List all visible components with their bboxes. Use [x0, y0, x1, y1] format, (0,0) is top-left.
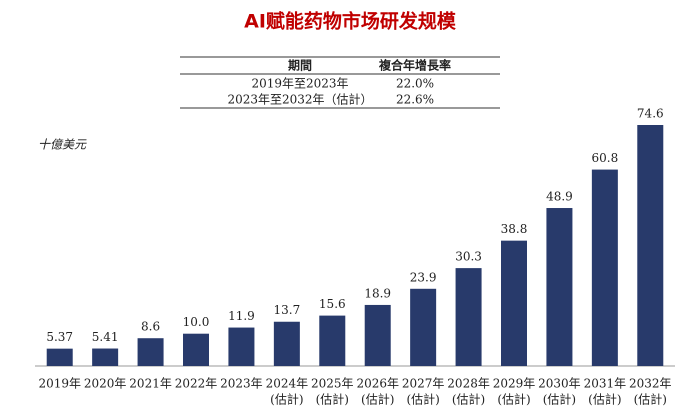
- data-label: 10.0: [183, 315, 210, 329]
- bar: [183, 333, 209, 366]
- x-tick-label: 2026年: [356, 377, 399, 391]
- bar: [501, 240, 527, 366]
- table-cell: 2023年至2032年（估計）: [227, 92, 372, 107]
- table-header: 複合年增長率: [378, 58, 451, 73]
- data-label: 38.8: [501, 222, 528, 236]
- table-header: 期間: [288, 58, 312, 73]
- x-tick-label: 2028年: [447, 377, 490, 391]
- bar: [637, 125, 664, 366]
- x-tick-label: 2020年: [84, 377, 127, 391]
- x-tick-label: 2031年: [584, 377, 627, 391]
- x-tick-label: 2027年: [402, 377, 445, 391]
- table-cell: 22.0%: [396, 77, 434, 91]
- data-label: 5.37: [46, 330, 73, 344]
- bar: [319, 315, 346, 366]
- data-label: 74.6: [637, 107, 664, 121]
- data-label: 13.7: [273, 303, 300, 317]
- x-tick-label: 2025年: [311, 377, 354, 391]
- data-label: 30.3: [455, 250, 482, 264]
- x-tick-label: 2029年: [493, 377, 536, 391]
- bar: [546, 208, 573, 366]
- unit-label: 十億美元: [38, 138, 87, 152]
- bar: [591, 169, 618, 366]
- x-tick-label: (估計): [497, 392, 530, 407]
- data-label: 23.9: [410, 270, 437, 284]
- x-tick-label: 2021年: [129, 377, 172, 391]
- x-tick-label: (估計): [316, 392, 349, 407]
- data-label: 11.9: [228, 309, 255, 323]
- data-label: 15.6: [319, 297, 346, 311]
- data-label: 8.6: [141, 320, 160, 334]
- x-tick-label: (估計): [452, 392, 485, 407]
- table-cell: 2019年至2023年: [251, 77, 348, 91]
- x-tick-label: (估計): [270, 392, 303, 407]
- data-label: 5.41: [92, 330, 119, 344]
- bar: [273, 321, 300, 366]
- bar: [46, 348, 73, 366]
- data-label: 60.8: [591, 151, 618, 165]
- data-label: 48.9: [546, 190, 573, 204]
- x-tick-label: (估計): [406, 392, 439, 407]
- x-tick-label: 2022年: [175, 377, 218, 391]
- x-tick-label: 2030年: [538, 377, 581, 391]
- data-label: 18.9: [364, 286, 391, 300]
- bar: [228, 327, 255, 366]
- x-tick-label: (估計): [543, 392, 576, 407]
- x-tick-label: 2024年: [266, 377, 309, 391]
- x-tick-label: 2032年: [629, 377, 672, 391]
- bar: [364, 304, 391, 366]
- bar: [455, 268, 482, 366]
- x-tick-label: (估計): [634, 392, 667, 407]
- bar: [92, 348, 119, 366]
- bar: [137, 338, 164, 366]
- bar: [410, 288, 437, 366]
- x-tick-label: (估計): [588, 392, 621, 407]
- x-tick-label: 2019年: [38, 377, 81, 391]
- chart-title: AI赋能药物市场研发规模: [244, 10, 457, 33]
- x-tick-label: 2023年: [220, 377, 263, 391]
- table-cell: 22.6%: [396, 93, 434, 107]
- x-tick-label: (估計): [361, 392, 394, 407]
